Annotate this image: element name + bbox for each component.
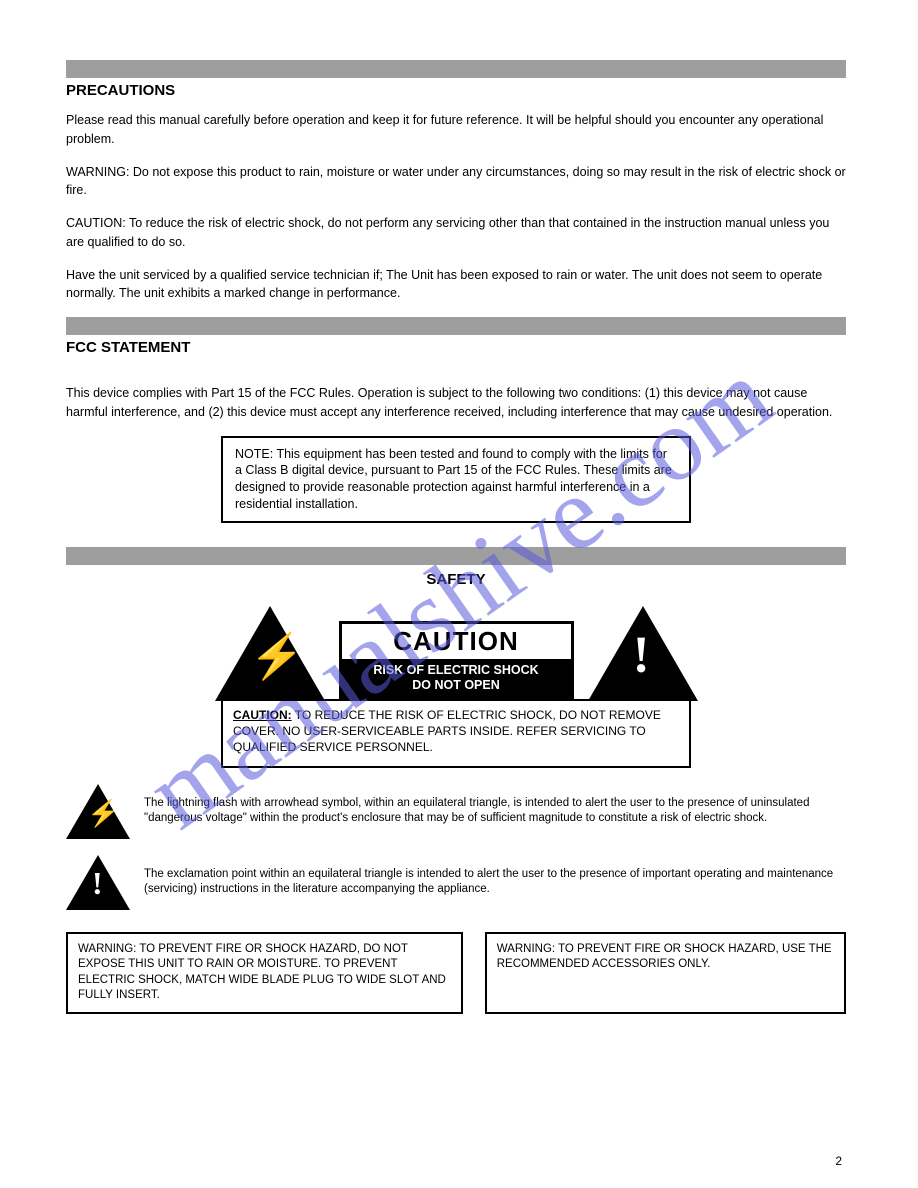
section-bar-precautions <box>66 60 846 78</box>
caution-note-box: CAUTION: TO REDUCE THE RISK OF ELECTRIC … <box>221 699 691 768</box>
bolt-explain-row: ⚡ The lightning flash with arrowhead sym… <box>66 784 846 839</box>
lightning-triangle-icon: ⚡ <box>215 606 325 701</box>
precautions-p2: WARNING: Do not expose this product to r… <box>66 163 846 201</box>
caution-note-text: TO REDUCE THE RISK OF ELECTRIC SHOCK, DO… <box>233 708 661 754</box>
section-title-fcc: FCC STATEMENT <box>66 339 846 356</box>
lightning-bolt-icon: ⚡ <box>250 630 305 682</box>
exclamation-icon: ! <box>633 626 650 685</box>
bolt-explain-text: The lightning flash with arrowhead symbo… <box>144 796 846 827</box>
lightning-triangle-small-icon: ⚡ <box>66 784 130 839</box>
caution-note-label: CAUTION: <box>233 708 292 722</box>
fcc-body: This device complies with Part 15 of the… <box>66 384 846 422</box>
risk-line2: DO NOT OPEN <box>412 678 500 692</box>
caution-panel: CAUTION RISK OF ELECTRIC SHOCK DO NOT OP… <box>339 621 574 701</box>
caution-label: CAUTION <box>342 624 571 659</box>
section-title-safety: SAFETY <box>66 571 846 588</box>
section-bar-fcc <box>66 317 846 335</box>
hazard-row: ⚡ CAUTION RISK OF ELECTRIC SHOCK DO NOT … <box>66 606 846 701</box>
warning-box-left: WARNING: TO PREVENT FIRE OR SHOCK HAZARD… <box>66 932 463 1014</box>
risk-line1: RISK OF ELECTRIC SHOCK <box>373 663 538 677</box>
section-title-precautions: PRECAUTIONS <box>66 82 846 99</box>
bottom-warning-row: WARNING: TO PREVENT FIRE OR SHOCK HAZARD… <box>66 932 846 1014</box>
fcc-intro: This device complies with Part 15 of the… <box>66 384 846 422</box>
fcc-note-box: NOTE: This equipment has been tested and… <box>221 436 691 524</box>
exclamation-triangle-icon: ! <box>588 606 698 701</box>
exclamation-triangle-small-icon: ! <box>66 855 130 910</box>
page-number: 2 <box>835 1154 842 1168</box>
risk-text: RISK OF ELECTRIC SHOCK DO NOT OPEN <box>342 659 571 698</box>
precautions-p3: CAUTION: To reduce the risk of electric … <box>66 214 846 252</box>
bang-explain-row: ! The exclamation point within an equila… <box>66 855 846 910</box>
precautions-body: Please read this manual carefully before… <box>66 111 846 303</box>
precautions-p1: Please read this manual carefully before… <box>66 111 846 149</box>
warning-box-right: WARNING: TO PREVENT FIRE OR SHOCK HAZARD… <box>485 932 846 1014</box>
bang-explain-text: The exclamation point within an equilate… <box>144 867 846 898</box>
precautions-p4: Have the unit serviced by a qualified se… <box>66 266 846 304</box>
section-bar-safety <box>66 547 846 565</box>
page-root: manualshive.com PRECAUTIONS Please read … <box>0 0 918 1188</box>
